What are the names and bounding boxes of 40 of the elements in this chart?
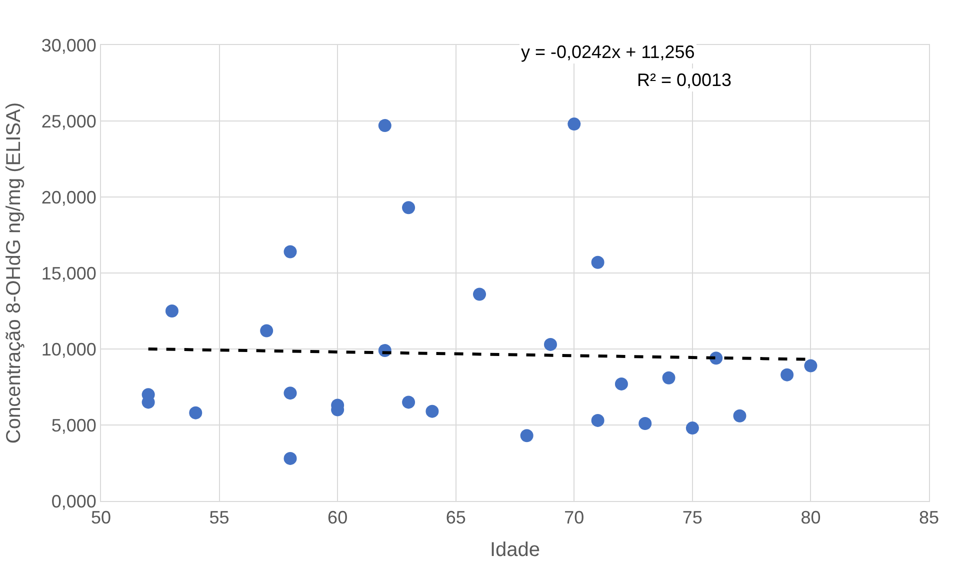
point	[165, 304, 178, 318]
point	[733, 409, 746, 422]
point	[284, 386, 297, 400]
x-tick-label: 55	[209, 508, 230, 528]
y-tick-label: 10,000	[41, 339, 96, 360]
point	[284, 452, 297, 465]
point	[591, 414, 604, 427]
annotation: R² = 0,0013	[637, 70, 732, 90]
point	[473, 288, 486, 301]
point	[568, 118, 581, 131]
y-axis-title: Concentração 8-OHdG ng/mg (ELISA)	[2, 102, 25, 444]
y-tick-label: 30,000	[41, 35, 96, 56]
y-tick-label: 5,000	[51, 415, 96, 436]
point	[614, 377, 628, 390]
point	[260, 324, 274, 338]
point	[686, 422, 699, 435]
point	[284, 245, 297, 258]
point	[638, 416, 652, 430]
x-tick-label: 80	[800, 508, 821, 528]
point	[804, 359, 818, 372]
y-tick-label: 25,000	[41, 111, 96, 132]
point	[780, 368, 794, 382]
x-tick-label: 65	[446, 508, 466, 528]
x-tick-label: 85	[918, 508, 940, 528]
point	[662, 371, 676, 384]
point	[402, 396, 416, 409]
x-tick-label: 60	[328, 508, 348, 528]
point	[189, 406, 202, 420]
x-tick-label: 70	[564, 508, 584, 528]
point	[544, 338, 557, 351]
point	[591, 256, 604, 269]
point	[402, 201, 416, 214]
x-axis-title: Idade	[490, 539, 540, 562]
annotation: y = -0,0242x + 11,256	[521, 42, 695, 62]
point	[520, 429, 534, 442]
point	[378, 119, 392, 132]
x-tick-label: 75	[682, 508, 702, 528]
point	[426, 404, 439, 418]
y-tick-label: 20,000	[41, 187, 96, 208]
y-tick-label: 15,000	[41, 263, 96, 284]
